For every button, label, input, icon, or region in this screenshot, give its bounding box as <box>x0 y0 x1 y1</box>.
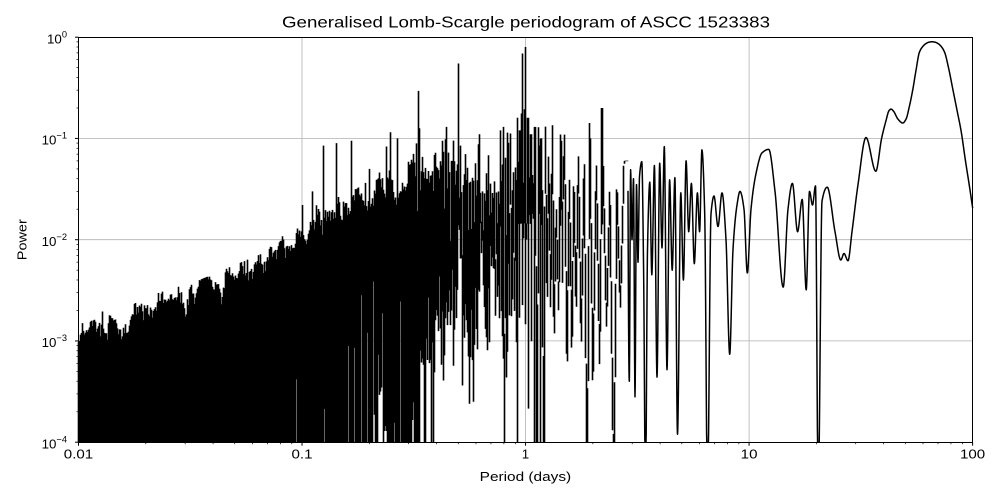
svg-text:1: 1 <box>522 447 529 462</box>
svg-text:Period (days): Period (days) <box>480 469 572 484</box>
svg-text:0.01: 0.01 <box>64 447 93 462</box>
svg-text:0.1: 0.1 <box>292 447 313 462</box>
svg-text:Generalised Lomb-Scargle perio: Generalised Lomb-Scargle periodogram of … <box>282 14 770 31</box>
svg-text:Power: Power <box>15 219 30 261</box>
svg-text:100: 100 <box>960 447 985 462</box>
svg-text:10: 10 <box>741 447 758 462</box>
